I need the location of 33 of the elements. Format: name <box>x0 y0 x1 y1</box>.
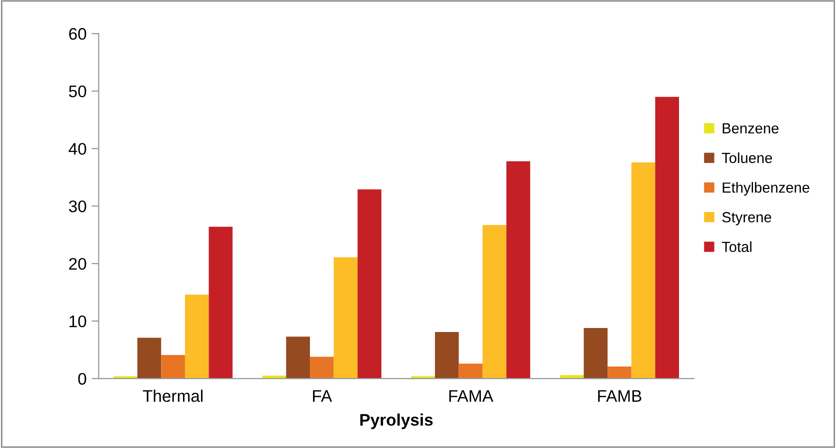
y-tick-label: 30 <box>68 200 86 212</box>
legend-label: Toluene <box>722 152 772 164</box>
bar <box>208 226 233 379</box>
x-axis-title: Pyrolysis <box>360 414 433 430</box>
bar <box>310 356 334 379</box>
y-tick-label: 40 <box>68 142 86 155</box>
legend-label: Benzene <box>722 123 779 134</box>
y-tick-label: 60 <box>69 28 86 40</box>
bar <box>334 257 358 379</box>
bar <box>608 366 632 379</box>
bar <box>161 354 185 379</box>
x-tick-label: FA <box>313 390 332 402</box>
bar <box>655 96 679 379</box>
y-tick-label: 0 <box>78 372 86 385</box>
legend-label: Styrene <box>722 212 772 226</box>
bar <box>631 162 656 379</box>
bar <box>137 338 162 379</box>
bar <box>286 336 310 379</box>
y-tick-label: 20 <box>69 258 86 270</box>
bar <box>358 189 382 379</box>
x-tick-label: Thermal <box>142 390 203 402</box>
bar <box>482 225 506 379</box>
legend-label: Total <box>722 241 752 252</box>
x-tick-label: FAMA <box>449 390 494 402</box>
bar <box>584 328 608 379</box>
x-tick-label: FAMB <box>598 390 642 402</box>
y-tick-label: 10 <box>70 315 86 328</box>
bar <box>184 294 209 379</box>
bar <box>506 161 530 379</box>
bar <box>434 332 459 379</box>
y-tick-label: 50 <box>68 85 86 98</box>
bar <box>458 364 483 379</box>
legend-label: Ethylbenzene <box>722 182 810 196</box>
